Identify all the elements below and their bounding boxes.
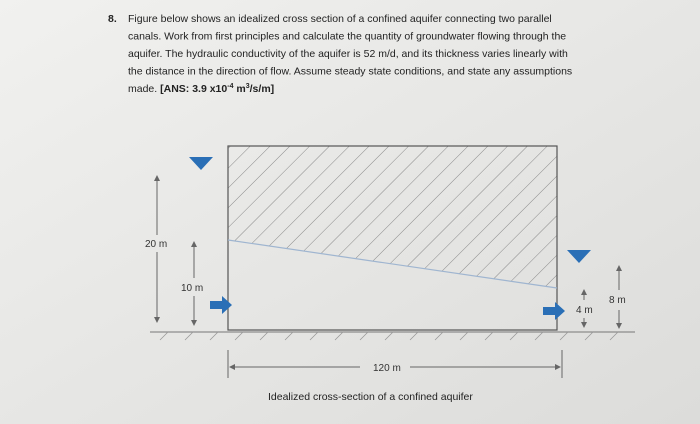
answer-unit-exponent: 3: [246, 83, 250, 90]
water-level-left: [189, 157, 213, 170]
dimension-label: 4 m: [576, 305, 593, 316]
dimension-label: 10 m: [181, 283, 203, 294]
water-level-right: [567, 250, 591, 263]
answer-exponent: -4: [227, 83, 233, 90]
flow-arrow-in: [210, 296, 232, 314]
question-line: aquifer. The hydraulic conductivity of t…: [128, 48, 568, 60]
answer-suffix: /s/m]: [250, 83, 275, 95]
aquifer-box: [227, 145, 558, 331]
question-line: canals. Work from first principles and c…: [128, 31, 566, 43]
answer-prefix: [ANS: 3.9 x10: [160, 83, 227, 95]
answer-unit: m: [233, 83, 245, 95]
flow-arrow-out: [543, 302, 565, 320]
question-line: Figure below shows an idealized cross se…: [128, 13, 552, 25]
dimension-label: 20 m: [145, 239, 167, 250]
figure-caption: Idealized cross-section of a confined aq…: [268, 391, 473, 403]
ground-hatch: [159, 331, 619, 341]
hatched-layer: [228, 146, 557, 288]
question-line: the distance in the direction of flow. A…: [128, 66, 572, 78]
question-line: made. [ANS: 3.9 x10-4 m3/s/m]: [128, 83, 274, 95]
aquifer-top: [227, 239, 558, 289]
dimension-label: 120 m: [373, 363, 401, 374]
question-number: 8.: [108, 13, 117, 25]
question-line-end: made.: [128, 83, 157, 95]
dimension-label: 8 m: [609, 295, 626, 306]
